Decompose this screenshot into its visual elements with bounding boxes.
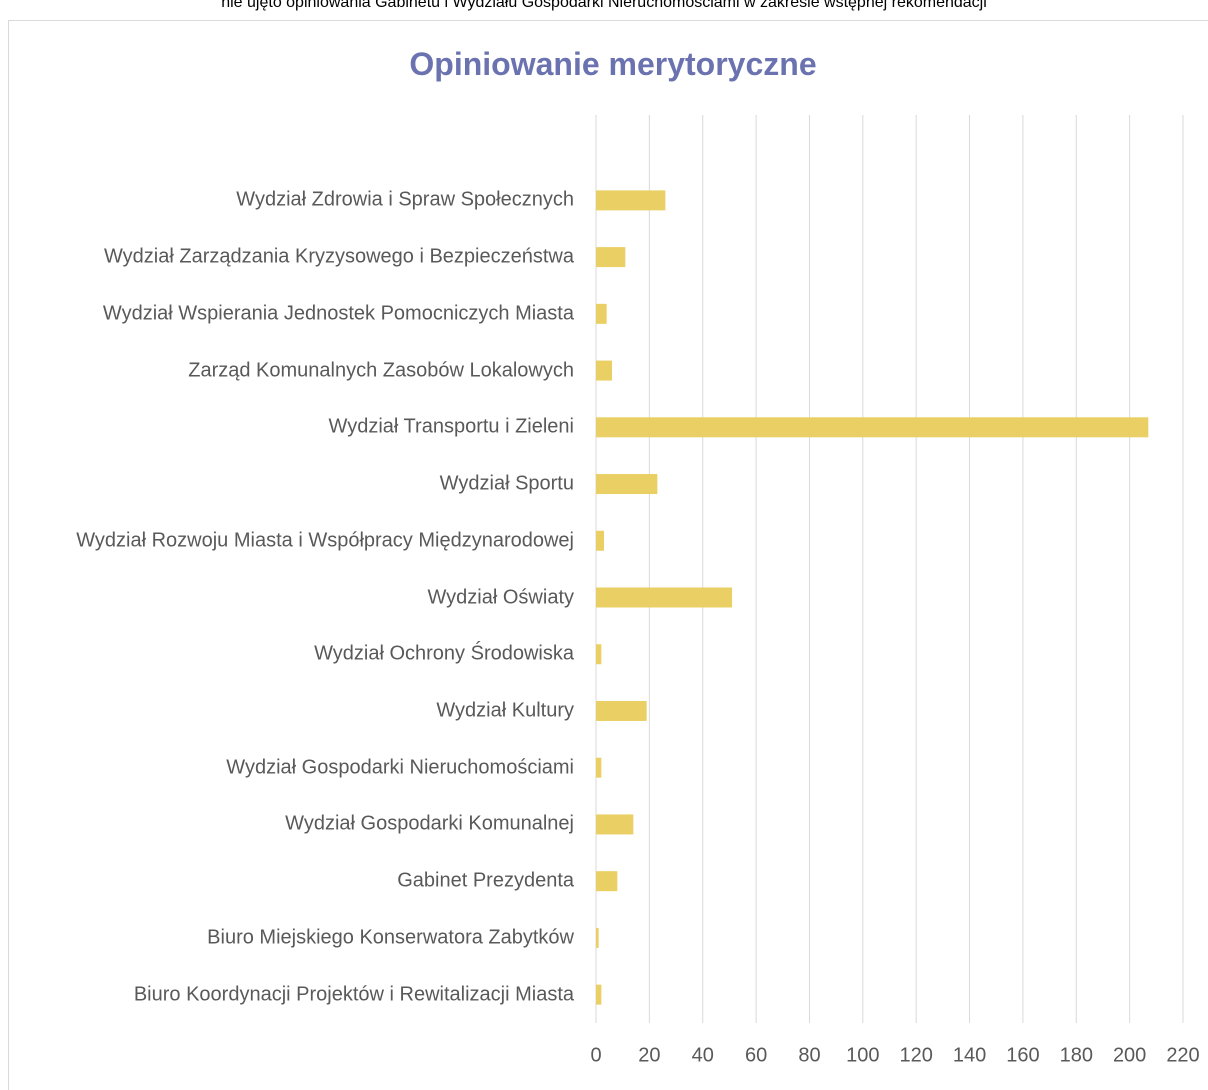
y-tick-label: Wydział Zarządzania Kryzysowego i Bezpie… [103,245,574,268]
y-tick-label: Gabinet Prezydenta [397,869,574,892]
y-tick-label: Biuro Miejskiego Konserwatora Zabytków [207,926,574,949]
x-tick-label: 160 [1006,1044,1039,1066]
y-tick-label: Wydział Zdrowia i Spraw Społecznych [236,188,574,211]
x-tick-label: 0 [590,1044,601,1066]
x-tick-label: 200 [1113,1044,1146,1066]
annotation: nie ujęto opiniowania Gabinetu i Wydział… [221,0,987,11]
y-tick-label: Wydział Transportu i Zieleni [328,415,574,438]
chart-title: Opiniowanie merytoryczne [409,46,817,82]
x-tick-label: 40 [692,1044,714,1066]
bar [596,190,666,211]
y-tick-label: Wydział Gospodarki Komunalnej [285,812,574,835]
bar [596,247,626,268]
bar [596,303,607,324]
bar [596,984,602,1005]
chart-frame [8,20,1208,1090]
y-tick-label: Wydział Kultury [436,699,574,722]
y-tick-label: Zarząd Komunalnych Zasobów Lokalowych [188,359,574,382]
bar [596,927,599,948]
bar [596,700,647,721]
y-tick-label: Biuro Koordynacji Projektów i Rewitaliza… [133,983,574,1006]
y-tick-label: Wydział Rozwoju Miasta i Współpracy Międ… [76,529,574,552]
bar [596,757,602,778]
bar [596,530,605,551]
x-tick-label: 80 [798,1044,820,1066]
x-tick-label: 180 [1060,1044,1093,1066]
x-tick-label: 20 [638,1044,660,1066]
x-tick-label: 140 [953,1044,986,1066]
x-tick-label: 220 [1166,1044,1199,1066]
bar [596,417,1149,438]
bar [596,644,602,665]
bar [596,871,618,892]
bar [596,474,658,495]
bar [596,587,733,608]
x-tick-label: 120 [899,1044,932,1066]
x-tick-label: 100 [846,1044,879,1066]
x-tick-label: 60 [745,1044,767,1066]
y-tick-label: Wydział Oświaty [427,586,574,608]
bar [596,360,613,381]
bar [596,814,634,835]
y-tick-label: Wydział Wspierania Jednostek Pomocniczyc… [102,302,574,325]
y-tick-label: Wydział Gospodarki Nieruchomościami [226,756,574,779]
y-tick-label: Wydział Ochrony Środowiska [314,642,574,665]
y-tick-label: Wydział Sportu [439,472,574,495]
